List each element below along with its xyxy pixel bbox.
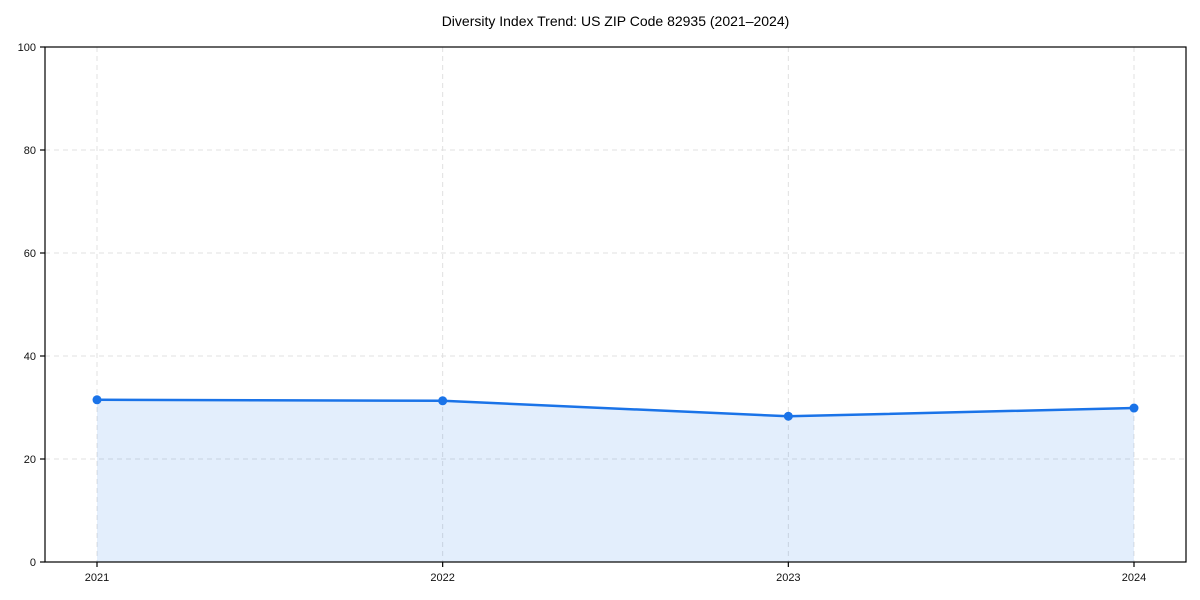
y-tick-label: 40 (24, 351, 36, 363)
y-tick-label: 60 (24, 248, 36, 260)
y-tick-label: 80 (24, 145, 36, 157)
x-tick-label: 2023 (776, 572, 800, 584)
x-axis: 2021 2022 2023 2024 (85, 562, 1146, 584)
data-markers (92, 395, 1139, 421)
area-fill (97, 399, 1134, 562)
data-point (1129, 403, 1139, 413)
data-point (438, 396, 448, 406)
x-tick-label: 2024 (1122, 572, 1146, 584)
chart-title: Diversity Index Trend: US ZIP Code 82935… (441, 13, 790, 29)
data-line (95, 398, 1136, 418)
y-axis: 0 20 40 60 80 100 (18, 42, 45, 569)
data-point (783, 411, 793, 421)
y-tick-label: 100 (18, 42, 36, 54)
y-tick-label: 20 (24, 454, 36, 466)
data-point (92, 395, 102, 405)
x-tick-label: 2021 (85, 572, 109, 584)
x-tick-label: 2022 (430, 572, 454, 584)
y-tick-label: 0 (30, 557, 36, 569)
plot-border (44, 46, 1187, 563)
